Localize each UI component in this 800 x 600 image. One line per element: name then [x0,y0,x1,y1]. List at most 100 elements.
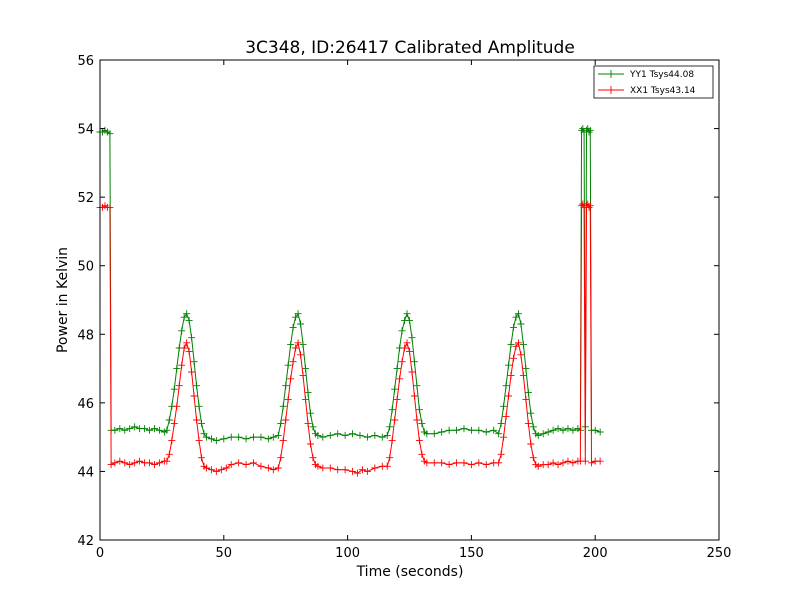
data-point [475,459,483,467]
data-point [401,344,409,352]
data-point [549,426,557,434]
data-point [106,203,114,211]
data-point [116,457,124,465]
data-point [282,382,290,390]
data-point [559,459,567,467]
data-point [163,457,171,465]
data-point [522,365,530,373]
data-point [509,354,517,362]
data-point [371,464,379,472]
data-point [195,437,203,445]
data-point [193,382,201,390]
data-point [294,310,302,318]
data-point [383,462,391,470]
data-point [287,341,295,349]
data-point [524,419,532,427]
data-point [554,425,562,433]
data-point [517,351,525,359]
data-point [519,341,527,349]
legend-marker [607,86,615,94]
data-point [356,431,364,439]
data-point [564,425,572,433]
data-point [502,382,510,390]
data-point [141,425,149,433]
data-point [309,423,317,431]
data-point [277,454,285,462]
data-point [185,317,193,325]
data-point [415,437,423,445]
data-point [413,416,421,424]
data-point [585,203,593,211]
data-point [111,459,119,467]
data-point [163,426,171,434]
data-point [284,361,292,369]
data-point [554,461,562,469]
data-point [150,461,158,469]
data-point [183,310,191,318]
data-point [507,341,515,349]
data-point [319,433,327,441]
data-point [227,461,235,469]
data-point [165,416,173,424]
data-point [423,459,431,467]
series-layer [96,125,604,477]
data-point [131,459,139,467]
data-point [299,341,307,349]
y-tick-label: 50 [77,260,94,275]
data-point [564,457,572,465]
data-point [482,461,490,469]
data-point [277,419,285,427]
data-point [500,402,508,410]
data-point [188,334,196,342]
data-point [173,365,181,373]
data-point [586,126,594,134]
data-point [539,430,547,438]
x-tick-label: 250 [707,546,732,561]
data-point [116,425,124,433]
data-point [363,467,371,475]
data-point [460,425,468,433]
data-point [250,459,258,467]
data-point [495,459,503,467]
data-point [587,459,595,467]
data-point [287,375,295,383]
data-point [391,416,399,424]
data-point [170,419,178,427]
data-point [121,426,129,434]
data-point [500,433,508,441]
data-point [378,433,386,441]
data-point [371,431,379,439]
data-point [591,426,599,434]
data-point [302,395,310,403]
data-point [507,371,515,379]
data-point [297,351,305,359]
data-point [309,454,317,462]
data-point [549,459,557,467]
y-tick-label: 56 [77,54,94,69]
data-point [509,323,517,331]
data-point [527,440,535,448]
data-point [453,459,461,467]
data-point [423,430,431,438]
data-point [519,371,527,379]
data-point [202,464,210,472]
data-point [282,416,290,424]
data-point [269,433,277,441]
data-point [242,461,250,469]
legend-marker [607,70,615,78]
data-point [146,426,154,434]
data-point [413,382,421,390]
data-point [168,437,176,445]
data-point [534,462,542,470]
data-point [274,431,282,439]
data-point [460,459,468,467]
data-point [193,416,201,424]
data-point [326,464,334,472]
legend: YY1 Tsys44.08 XX1 Tsys43.14 [593,65,714,99]
series-2 [96,200,604,477]
data-point [165,450,173,458]
y-tick-label: 54 [77,123,94,138]
data-point [190,358,198,366]
data-point [207,466,215,474]
